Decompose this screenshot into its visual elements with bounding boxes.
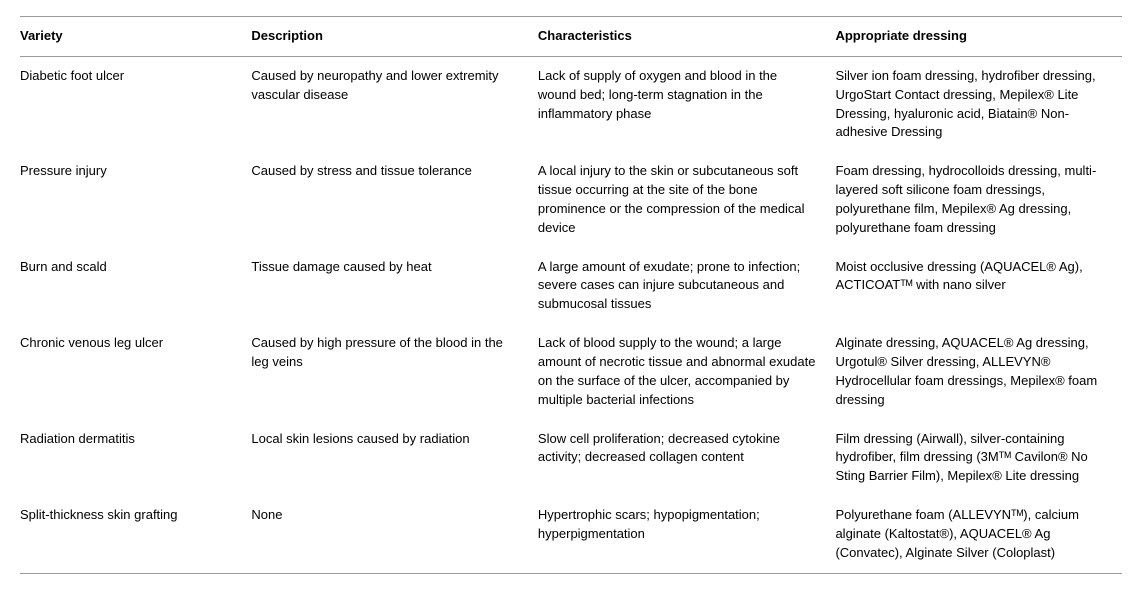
table-row: Diabetic foot ulcer Caused by neuropathy… (20, 56, 1122, 152)
col-header-dressing: Appropriate dressing (835, 17, 1122, 57)
cell-variety: Burn and scald (20, 248, 251, 325)
cell-description: Caused by neuropathy and lower extremity… (251, 56, 538, 152)
cell-dressing: Film dressing (Airwall), silver-containi… (835, 420, 1122, 497)
table-row: Chronic venous leg ulcer Caused by high … (20, 324, 1122, 419)
cell-description: None (251, 496, 538, 573)
col-header-variety: Variety (20, 17, 251, 57)
table-header-row: Variety Description Characteristics Appr… (20, 17, 1122, 57)
cell-characteristics: Slow cell proliferation; decreased cytok… (538, 420, 836, 497)
cell-characteristics: Hypertrophic scars; hypopigmentation; hy… (538, 496, 836, 573)
cell-dressing: Polyurethane foam (ALLEVYNᵀᴹ), calcium a… (835, 496, 1122, 573)
cell-variety: Pressure injury (20, 152, 251, 247)
cell-description: Tissue damage caused by heat (251, 248, 538, 325)
cell-dressing: Moist occlusive dressing (AQUACEL® Ag), … (835, 248, 1122, 325)
cell-characteristics: Lack of supply of oxygen and blood in th… (538, 56, 836, 152)
cell-characteristics: A local injury to the skin or subcutaneo… (538, 152, 836, 247)
cell-description: Caused by stress and tissue tolerance (251, 152, 538, 247)
table-row: Radiation dermatitis Local skin lesions … (20, 420, 1122, 497)
col-header-characteristics: Characteristics (538, 17, 836, 57)
cell-variety: Chronic venous leg ulcer (20, 324, 251, 419)
cell-variety: Split-thickness skin grafting (20, 496, 251, 573)
table-row: Burn and scald Tissue damage caused by h… (20, 248, 1122, 325)
cell-description: Local skin lesions caused by radiation (251, 420, 538, 497)
cell-variety: Radiation dermatitis (20, 420, 251, 497)
cell-characteristics: A large amount of exudate; prone to infe… (538, 248, 836, 325)
wound-dressing-table: Variety Description Characteristics Appr… (20, 16, 1122, 574)
cell-description: Caused by high pressure of the blood in … (251, 324, 538, 419)
table-row: Split-thickness skin grafting None Hyper… (20, 496, 1122, 573)
cell-dressing: Silver ion foam dressing, hydrofiber dre… (835, 56, 1122, 152)
cell-dressing: Foam dressing, hydrocolloids dressing, m… (835, 152, 1122, 247)
cell-characteristics: Lack of blood supply to the wound; a lar… (538, 324, 836, 419)
table-row: Pressure injury Caused by stress and tis… (20, 152, 1122, 247)
col-header-description: Description (251, 17, 538, 57)
cell-variety: Diabetic foot ulcer (20, 56, 251, 152)
cell-dressing: Alginate dressing, AQUACEL® Ag dressing,… (835, 324, 1122, 419)
